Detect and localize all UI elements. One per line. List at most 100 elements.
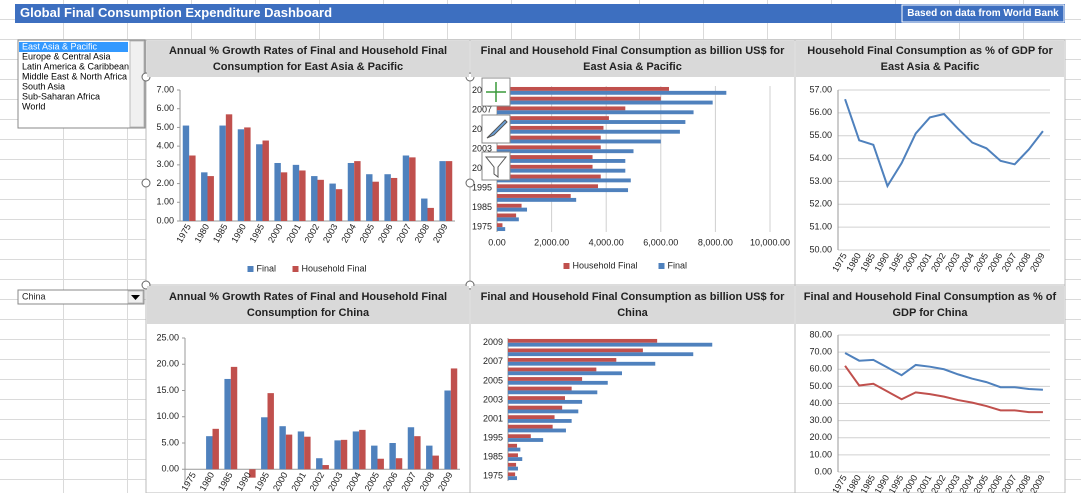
bar: [390, 177, 398, 221]
bar: [508, 409, 579, 414]
chart-tools[interactable]: [481, 77, 511, 181]
source-box: [901, 4, 1065, 23]
bar: [304, 436, 311, 470]
listbox-item: Sub-Saharan Africa: [22, 91, 100, 101]
bar: [497, 203, 522, 208]
bar: [497, 129, 680, 134]
bar: [508, 348, 643, 353]
bar: [322, 465, 329, 470]
bar: [497, 96, 661, 101]
bar: [279, 426, 286, 470]
bar: [508, 438, 544, 442]
bar: [508, 371, 622, 376]
y-tick-label: 2009: [483, 337, 503, 347]
y-tick-label: 30.00: [809, 415, 832, 425]
bar: [219, 125, 226, 221]
y-tick-label: 50.00: [809, 244, 832, 254]
listbox-item: Europe & Central Asia: [22, 51, 111, 61]
bar: [497, 149, 634, 154]
bar: [508, 472, 516, 477]
y-tick-label: 54.00: [809, 153, 832, 163]
bar: [497, 125, 604, 130]
bar: [274, 162, 281, 221]
bar: [340, 439, 348, 470]
bar: [508, 405, 563, 410]
bar: [508, 443, 518, 448]
bar: [497, 188, 629, 193]
bar: [508, 386, 572, 391]
dropdown[interactable]: [17, 289, 145, 305]
x-tick-label: 0.00: [488, 237, 506, 247]
y-tick-label: 80.00: [809, 329, 832, 339]
bar: [421, 198, 428, 221]
bar: [352, 431, 360, 470]
y-tick-label: 5.00: [161, 437, 179, 447]
y-tick-label: 2003: [472, 144, 492, 154]
y-tick-label: 2007: [483, 356, 503, 366]
line-series: [844, 98, 1044, 189]
bar: [262, 140, 269, 221]
y-tick-label: 1995: [472, 183, 492, 193]
bar: [497, 197, 577, 202]
bar: [256, 144, 263, 221]
bar: [508, 466, 518, 471]
bar: [497, 116, 609, 121]
listbox[interactable]: [17, 39, 146, 129]
bar: [497, 86, 669, 91]
bar: [206, 436, 213, 470]
chart-title: Final and Household Final Consumption as…: [471, 286, 794, 324]
bar: [508, 377, 583, 381]
y-tick-label: 1985: [472, 202, 492, 212]
bar: [285, 434, 293, 470]
bar: [497, 135, 601, 140]
bar: [444, 390, 451, 470]
bar: [237, 129, 245, 221]
legend-swatch: [563, 263, 570, 269]
bar: [497, 139, 661, 144]
y-tick-label: 57.00: [809, 84, 832, 94]
y-tick-label: 2003: [483, 394, 503, 404]
bar: [497, 155, 593, 159]
bar: [508, 419, 572, 423]
y-tick-label: 40.00: [809, 398, 832, 408]
y-tick-label: 2005: [483, 375, 503, 385]
bar: [508, 453, 518, 458]
bar: [497, 100, 713, 105]
header-bar: [15, 4, 1065, 23]
line-series: [844, 365, 1043, 414]
bar: [347, 162, 355, 221]
legend-swatch: [292, 266, 299, 272]
listbox-scrollbar[interactable]: [129, 40, 145, 128]
bar: [389, 443, 396, 470]
y-tick-label: 20.00: [156, 359, 179, 369]
y-tick-label: 2001: [483, 413, 503, 423]
y-tick-label: 20.00: [809, 432, 832, 442]
bar: [414, 436, 421, 470]
bar: [354, 161, 361, 221]
x-tick-label: 10,000.00: [750, 237, 790, 247]
bar: [426, 445, 433, 470]
bar: [267, 393, 274, 470]
bar: [497, 223, 503, 228]
legend-label: Household Final: [573, 260, 638, 270]
legend-label: Household Final: [302, 263, 367, 273]
bar: [316, 458, 323, 470]
header-source: Based on data from World Bank: [907, 8, 1059, 19]
listbox-item: World: [22, 101, 45, 111]
bar: [224, 378, 231, 470]
bar: [334, 440, 341, 470]
bar: [445, 161, 453, 221]
bar: [297, 431, 305, 470]
bar: [225, 114, 233, 221]
bar: [439, 161, 446, 221]
bar: [189, 155, 196, 221]
x-tick-label: 2,000.00: [534, 237, 569, 247]
bar: [508, 380, 608, 385]
bar: [497, 110, 694, 115]
bar: [497, 159, 626, 163]
bar: [311, 176, 318, 221]
legend-label: Final: [257, 263, 277, 273]
bar: [508, 342, 713, 347]
